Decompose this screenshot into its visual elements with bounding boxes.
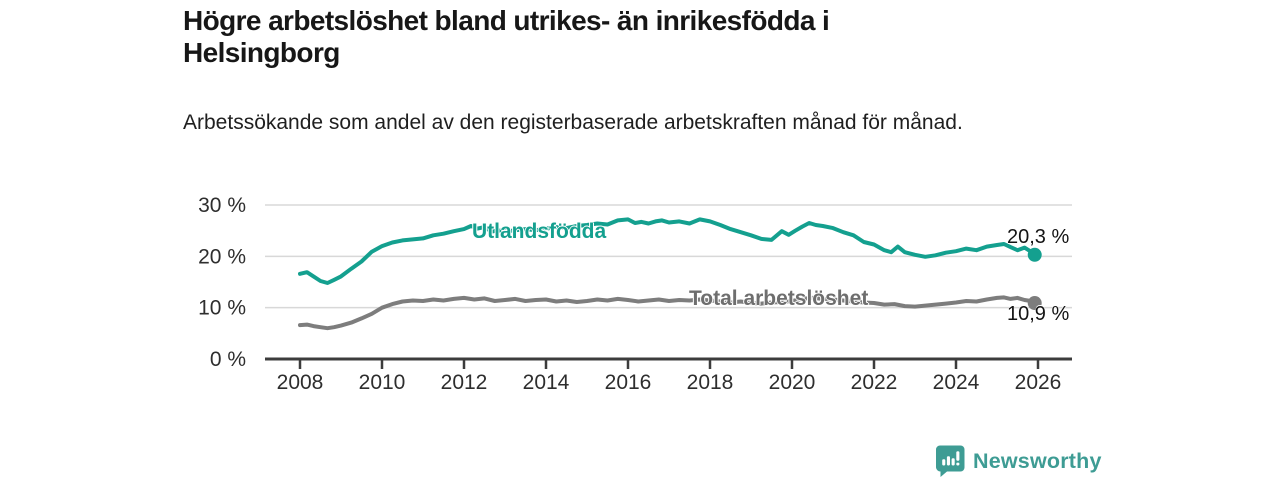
series-label-total-arbetsloshet: Total arbetslöshet bbox=[689, 287, 869, 310]
x-tick-label: 2018 bbox=[687, 371, 734, 394]
x-tick-label: 2020 bbox=[769, 371, 816, 394]
y-tick-label: 30 % bbox=[198, 194, 246, 217]
y-tick-label: 10 % bbox=[198, 297, 246, 320]
x-tick-label: 2012 bbox=[441, 371, 488, 394]
newsworthy-chart-bubble-icon bbox=[936, 445, 965, 477]
chart-subtitle: Arbetssökande som andel av den registerb… bbox=[183, 111, 963, 134]
end-dot-utlandsf-dda bbox=[1027, 247, 1042, 262]
newsworthy-brand-text: Newsworthy bbox=[973, 448, 1102, 473]
series-line-total-arbetsl-shet bbox=[298, 295, 1037, 331]
end-value-utlandsfodda: 20,3 % bbox=[1007, 226, 1070, 248]
x-tick-label: 2022 bbox=[851, 371, 898, 394]
x-tick-label: 2010 bbox=[359, 371, 406, 394]
x-tick-label: 2016 bbox=[605, 371, 652, 394]
end-value-total-arbetsloshet: 10,9 % bbox=[1007, 303, 1070, 325]
x-tick-label: 2024 bbox=[933, 371, 980, 394]
page-title: Högre arbetslöshet bland utrikes- än inr… bbox=[183, 5, 830, 69]
y-tick-label: 0 % bbox=[210, 348, 246, 371]
series-line-utlandsf-dda bbox=[298, 217, 1037, 285]
newsworthy-logo: Newsworthy bbox=[936, 445, 1102, 477]
end-dot-total-arbetsl-shet bbox=[1027, 296, 1042, 311]
x-tick-label: 2026 bbox=[1015, 371, 1062, 394]
series-label-utlandsfodda: Utlandsfödda bbox=[472, 220, 607, 243]
x-tick-label: 2014 bbox=[523, 371, 570, 394]
y-tick-label: 20 % bbox=[198, 245, 246, 268]
x-tick-label: 2008 bbox=[277, 371, 324, 394]
